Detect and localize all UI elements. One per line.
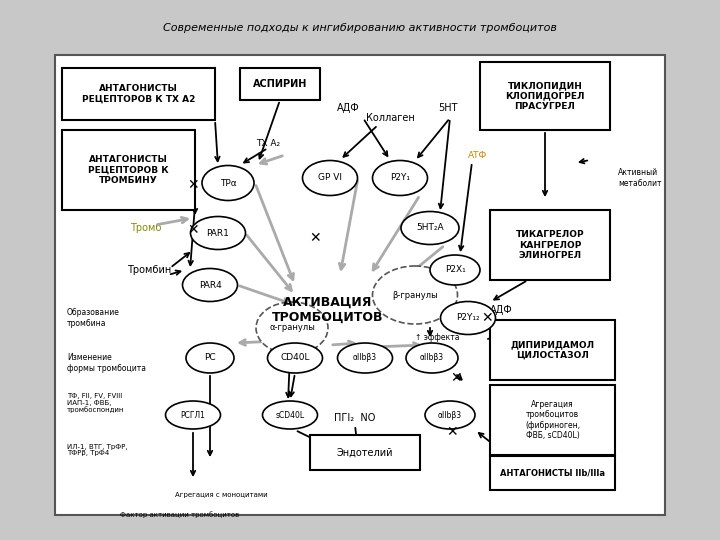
Bar — [490, 320, 615, 380]
Ellipse shape — [186, 343, 234, 373]
Text: 5HT₂A: 5HT₂A — [416, 224, 444, 233]
Text: β-гранулы: β-гранулы — [392, 291, 438, 300]
Ellipse shape — [268, 343, 323, 373]
Text: αIIbβ3: αIIbβ3 — [438, 410, 462, 420]
Ellipse shape — [441, 301, 495, 334]
Text: ↑ эффекта: ↑ эффекта — [415, 334, 459, 342]
Text: ТИКЛОПИДИН
КЛОПИДОГРЕЛ
ПРАСУГРЕЛ: ТИКЛОПИДИН КЛОПИДОГРЕЛ ПРАСУГРЕЛ — [505, 81, 585, 111]
Text: ПГI₂  NO: ПГI₂ NO — [334, 413, 376, 423]
Bar — [55, 55, 665, 515]
Text: ✕: ✕ — [309, 231, 321, 245]
Text: CD40L: CD40L — [280, 354, 310, 362]
Text: Агрегация с моноцитами: Агрегация с моноцитами — [175, 492, 268, 498]
Text: ТХ А₂: ТХ А₂ — [256, 138, 280, 147]
Text: ДИПИРИДАМОЛ
ЦИЛОСТАЗОЛ: ДИПИРИДАМОЛ ЦИЛОСТАЗОЛ — [510, 340, 595, 360]
Text: Активный
метаболит: Активный метаболит — [618, 168, 662, 188]
Ellipse shape — [406, 343, 458, 373]
Text: АТФ: АТФ — [468, 151, 487, 159]
Text: PAR4: PAR4 — [199, 280, 221, 289]
Text: ✕: ✕ — [446, 425, 458, 439]
Ellipse shape — [202, 165, 254, 200]
Bar — [490, 385, 615, 455]
Text: sCD40L: sCD40L — [276, 410, 305, 420]
Text: АДФ: АДФ — [490, 305, 513, 315]
Text: αIIbβ3: αIIbβ3 — [420, 354, 444, 362]
Ellipse shape — [263, 401, 318, 429]
Text: Агрегация
тромбоцитов
(фибриноген,
ФВБ, sCD40L): Агрегация тромбоцитов (фибриноген, ФВБ, … — [525, 400, 580, 440]
Ellipse shape — [372, 266, 457, 324]
Text: Коллаген: Коллаген — [366, 113, 415, 123]
Text: РСГЛ1: РСГЛ1 — [181, 410, 205, 420]
Text: P2X₁: P2X₁ — [445, 266, 465, 274]
Text: АКТИВАЦИЯ
ТРОМБОЦИТОВ: АКТИВАЦИЯ ТРОМБОЦИТОВ — [272, 296, 384, 324]
Ellipse shape — [372, 160, 428, 195]
Text: АНТАГОНИСТЫ
РЕЦЕПТОРОВ К
ТРОМБИНУ: АНТАГОНИСТЫ РЕЦЕПТОРОВ К ТРОМБИНУ — [88, 155, 168, 185]
Bar — [480, 62, 610, 130]
Ellipse shape — [401, 212, 459, 245]
Ellipse shape — [256, 302, 328, 354]
Text: ✕: ✕ — [187, 178, 199, 192]
Bar — [62, 130, 195, 210]
Bar — [240, 68, 320, 100]
Text: ТИКАГРЕЛОР
КАНГРЕЛОР
ЭЛИНОГРЕЛ: ТИКАГРЕЛОР КАНГРЕЛОР ЭЛИНОГРЕЛ — [516, 230, 585, 260]
Ellipse shape — [191, 217, 246, 249]
Text: Эндотелий: Эндотелий — [337, 448, 393, 457]
Text: Фактор активации тромбоцитов: Фактор активации тромбоцитов — [120, 511, 239, 518]
Text: Тромб: Тромб — [130, 223, 161, 233]
Text: Образование
тромбина: Образование тромбина — [67, 308, 120, 328]
Text: ТФ, FII, FV, FVIII
ИАП-1, ФВБ,
тромбоспондин: ТФ, FII, FV, FVIII ИАП-1, ФВБ, тромбоспо… — [67, 393, 125, 414]
Text: АДФ: АДФ — [337, 103, 359, 113]
Text: P2Y₁₂: P2Y₁₂ — [456, 314, 480, 322]
Bar — [62, 68, 215, 120]
Text: P2Y₁: P2Y₁ — [390, 173, 410, 183]
Bar — [310, 435, 420, 470]
Ellipse shape — [338, 343, 392, 373]
Ellipse shape — [430, 255, 480, 285]
Text: АНТАГОНИСТЫ
РЕЦЕПТОРОВ К ТХ А2: АНТАГОНИСТЫ РЕЦЕПТОРОВ К ТХ А2 — [82, 84, 195, 104]
Text: PAR1: PAR1 — [207, 228, 230, 238]
Text: PC: PC — [204, 354, 216, 362]
Text: αIIbβ3: αIIbβ3 — [353, 354, 377, 362]
Text: ✕: ✕ — [450, 371, 462, 385]
Ellipse shape — [166, 401, 220, 429]
Bar — [490, 210, 610, 280]
Text: 5НТ: 5НТ — [438, 103, 458, 113]
Text: Тромбин: Тромбин — [127, 265, 171, 275]
Text: ✕: ✕ — [481, 311, 492, 325]
Text: Изменение
формы тромбоцита: Изменение формы тромбоцита — [67, 353, 146, 373]
Text: α-гранулы: α-гранулы — [269, 323, 315, 333]
Text: АСПИРИН: АСПИРИН — [253, 79, 307, 89]
Text: Современные подходы к ингибированию активности тромбоцитов: Современные подходы к ингибированию акти… — [163, 23, 557, 33]
Text: ИЛ-1, ВТГ, ТрФР,
ТФРβ, ТрФ4: ИЛ-1, ВТГ, ТрФР, ТФРβ, ТрФ4 — [67, 443, 127, 456]
Text: GP VI: GP VI — [318, 173, 342, 183]
Ellipse shape — [182, 268, 238, 301]
Text: ✕: ✕ — [187, 223, 199, 237]
Bar — [490, 456, 615, 490]
Text: TPα: TPα — [220, 179, 236, 187]
Ellipse shape — [425, 401, 475, 429]
Ellipse shape — [302, 160, 358, 195]
Text: АНТАГОНИСТЫ IIb/IIIa: АНТАГОНИСТЫ IIb/IIIa — [500, 469, 605, 477]
